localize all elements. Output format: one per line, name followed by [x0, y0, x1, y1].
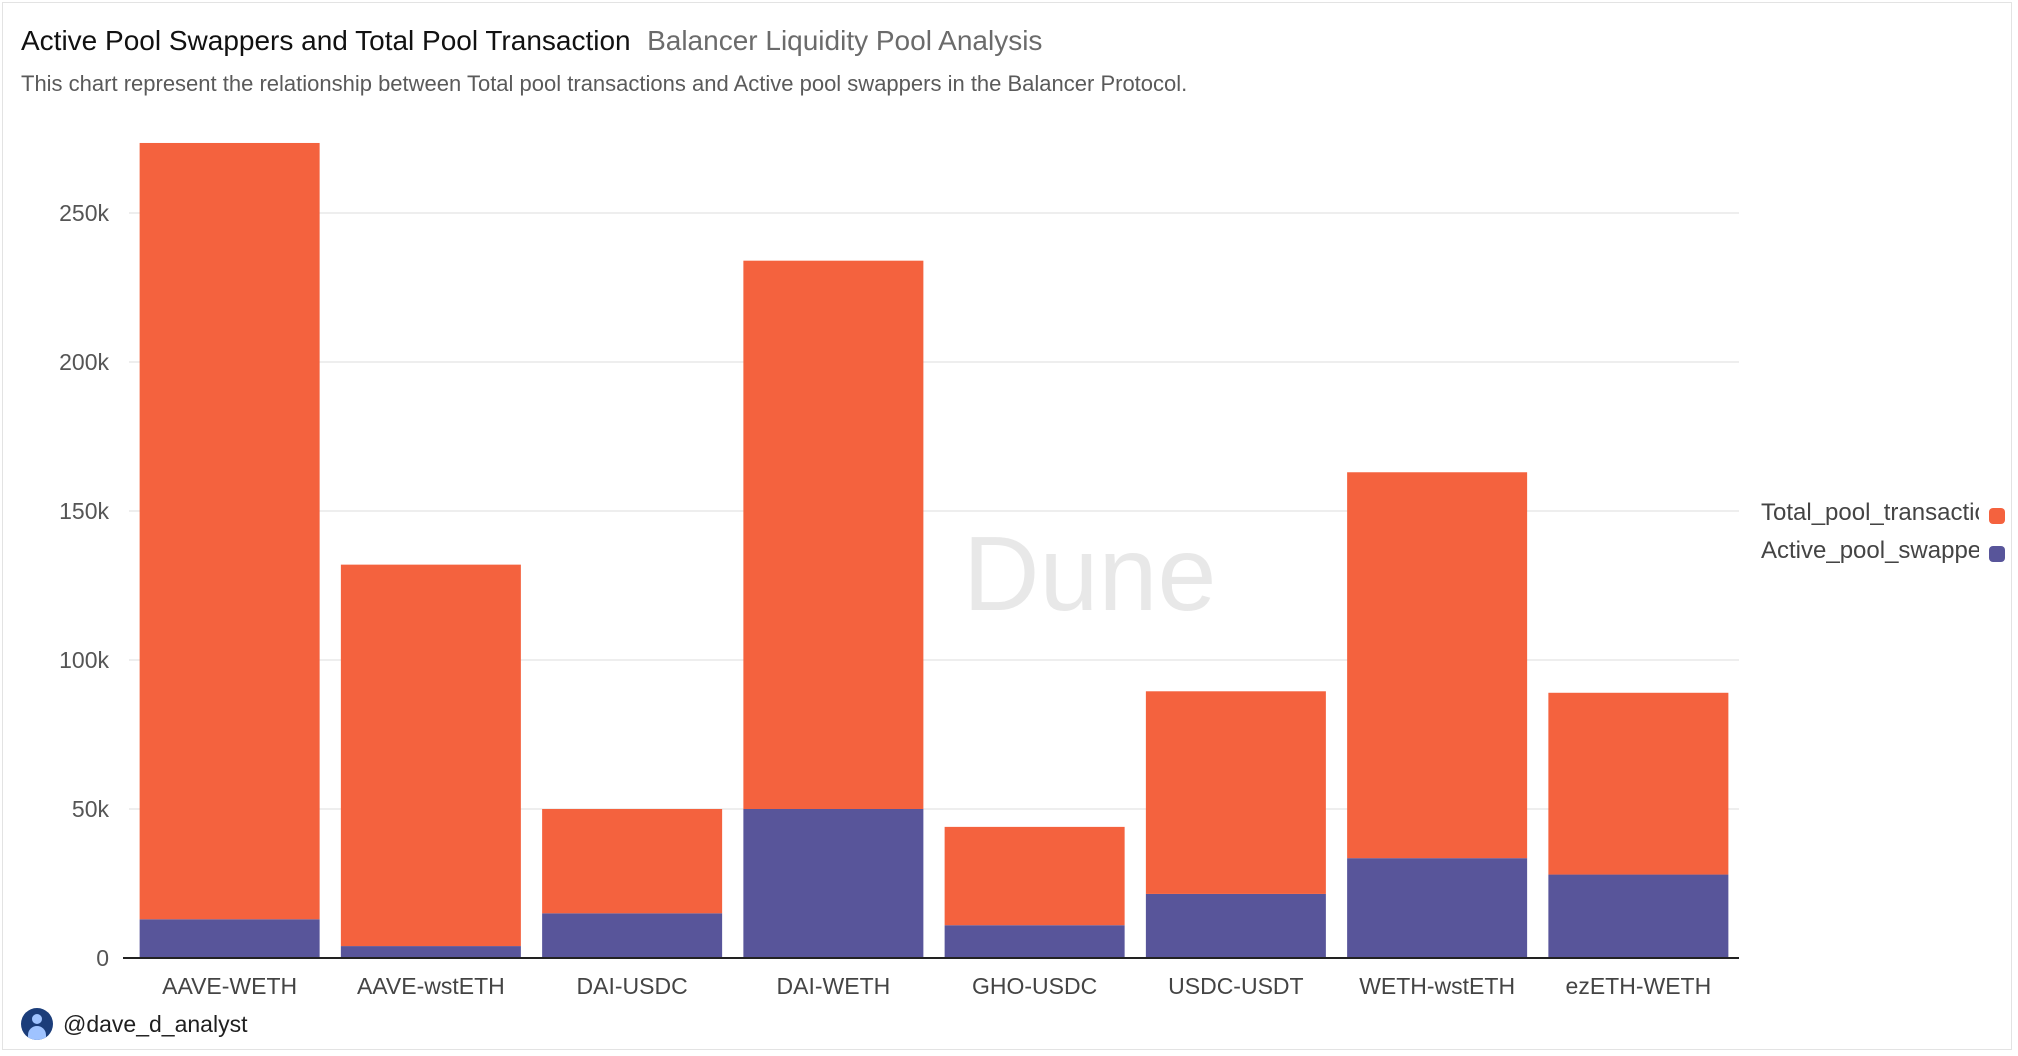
- x-tick-label: AAVE-WETH: [162, 973, 297, 999]
- avatar: [21, 1008, 53, 1040]
- author[interactable]: @dave_d_analyst: [21, 1007, 247, 1041]
- x-tick-label: ezETH-WETH: [1566, 973, 1712, 999]
- bar-total-pool-transactions-weth-wsteth: [1347, 472, 1528, 859]
- chart-subtitle: Balancer Liquidity Pool Analysis: [647, 25, 1043, 56]
- bar-active-pool-swappers-usdc-usdt: [1145, 893, 1326, 958]
- y-tick-label: 100k: [59, 647, 109, 673]
- chart-description: This chart represent the relationship be…: [21, 71, 1188, 96]
- legend-label: Total_pool_transactions: [1761, 499, 1979, 526]
- y-tick-label: 150k: [59, 498, 109, 524]
- bar-active-pool-swappers-gho-usdc: [944, 925, 1125, 958]
- y-tick-label: 250k: [59, 200, 109, 226]
- chart-header: Active Pool Swappers and Total Pool Tran…: [21, 25, 1042, 57]
- legend-label: Active_pool_swappers: [1761, 537, 1979, 564]
- x-tick-label: DAI-WETH: [777, 973, 891, 999]
- bar-total-pool-transactions-aave-weth: [139, 142, 320, 920]
- x-tick-label: DAI-USDC: [577, 973, 688, 999]
- bar-active-pool-swappers-dai-weth: [743, 809, 924, 958]
- x-tick-label: AAVE-wstETH: [357, 973, 505, 999]
- bar-chart: 0 50k 100k 150k 200k 250k Dune AAVE-WETH AAVE-ws…: [59, 142, 1739, 999]
- bar-active-pool-swappers-ezeth-weth: [1548, 874, 1729, 958]
- y-tick-label: 0: [96, 945, 109, 971]
- watermark-text: Dune: [963, 515, 1216, 633]
- bar-total-pool-transactions-dai-weth: [743, 260, 924, 809]
- bar-active-pool-swappers-weth-wsteth: [1347, 858, 1528, 958]
- legend-swatch: [1989, 546, 2005, 562]
- bar-active-pool-swappers-aave-weth: [139, 919, 320, 958]
- author-handle: @dave_d_analyst: [63, 1010, 248, 1037]
- bar-total-pool-transactions-dai-usdc: [542, 809, 723, 914]
- bar-active-pool-swappers-aave-wsteth: [340, 946, 521, 958]
- y-tick-label: 200k: [59, 349, 109, 375]
- x-tick-label: USDC-USDT: [1168, 973, 1303, 999]
- x-tick-label: WETH-wstETH: [1359, 973, 1515, 999]
- legend-item-active-pool-swappers[interactable]: Active_pool_swappers: [1761, 535, 2006, 573]
- bar-active-pool-swappers-dai-usdc: [542, 913, 723, 958]
- legend-item-total-pool-transactions[interactable]: Total_pool_transactions: [1761, 497, 2006, 535]
- chart-title: Active Pool Swappers and Total Pool Tran…: [21, 25, 631, 56]
- legend-swatch: [1989, 508, 2005, 524]
- legend: Total_pool_transactions Active_pool_swap…: [1761, 497, 2006, 573]
- bar-total-pool-transactions-ezeth-weth: [1548, 692, 1729, 875]
- x-tick-label: GHO-USDC: [972, 973, 1097, 999]
- bar-total-pool-transactions-aave-wsteth: [340, 564, 521, 947]
- y-tick-label: 50k: [72, 796, 110, 822]
- bar-total-pool-transactions-gho-usdc: [944, 826, 1125, 926]
- bar-total-pool-transactions-usdc-usdt: [1145, 691, 1326, 894]
